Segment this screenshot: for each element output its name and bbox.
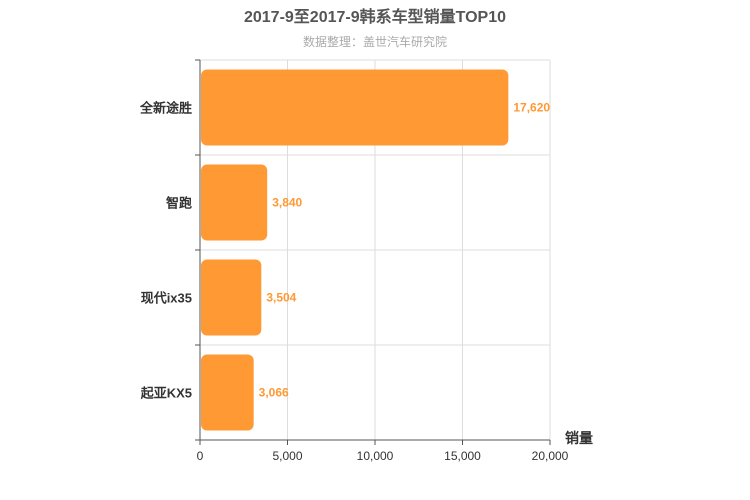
category-label: 全新途胜 bbox=[139, 101, 192, 116]
bar bbox=[201, 69, 509, 146]
category-label: 智跑 bbox=[166, 196, 192, 211]
x-tick-label: 0 bbox=[197, 449, 204, 463]
data-label: 3,840 bbox=[272, 196, 302, 210]
x-tick-label: 15,000 bbox=[444, 449, 481, 463]
chart-title: 2017-9至2017-9韩系车型销量TOP10 bbox=[244, 7, 506, 26]
data-label: 3,504 bbox=[266, 291, 296, 305]
bars: 17,620 3,840 3,504 3,066 bbox=[201, 69, 550, 431]
x-tick-label: 20,000 bbox=[532, 449, 569, 463]
x-tick-label: 5,000 bbox=[272, 449, 302, 463]
category-label: 现代ix35 bbox=[141, 291, 192, 306]
x-axis-label: 销量 bbox=[565, 430, 593, 446]
bar bbox=[201, 259, 262, 336]
chart-subtitle: 数据整理：盖世汽车研究院 bbox=[303, 34, 447, 49]
bar bbox=[201, 354, 254, 431]
bar bbox=[201, 164, 268, 241]
data-label: 17,620 bbox=[513, 101, 550, 115]
x-tick-label: 10,000 bbox=[357, 449, 394, 463]
data-label: 3,066 bbox=[259, 386, 289, 400]
category-label: 起亚KX5 bbox=[140, 386, 192, 401]
